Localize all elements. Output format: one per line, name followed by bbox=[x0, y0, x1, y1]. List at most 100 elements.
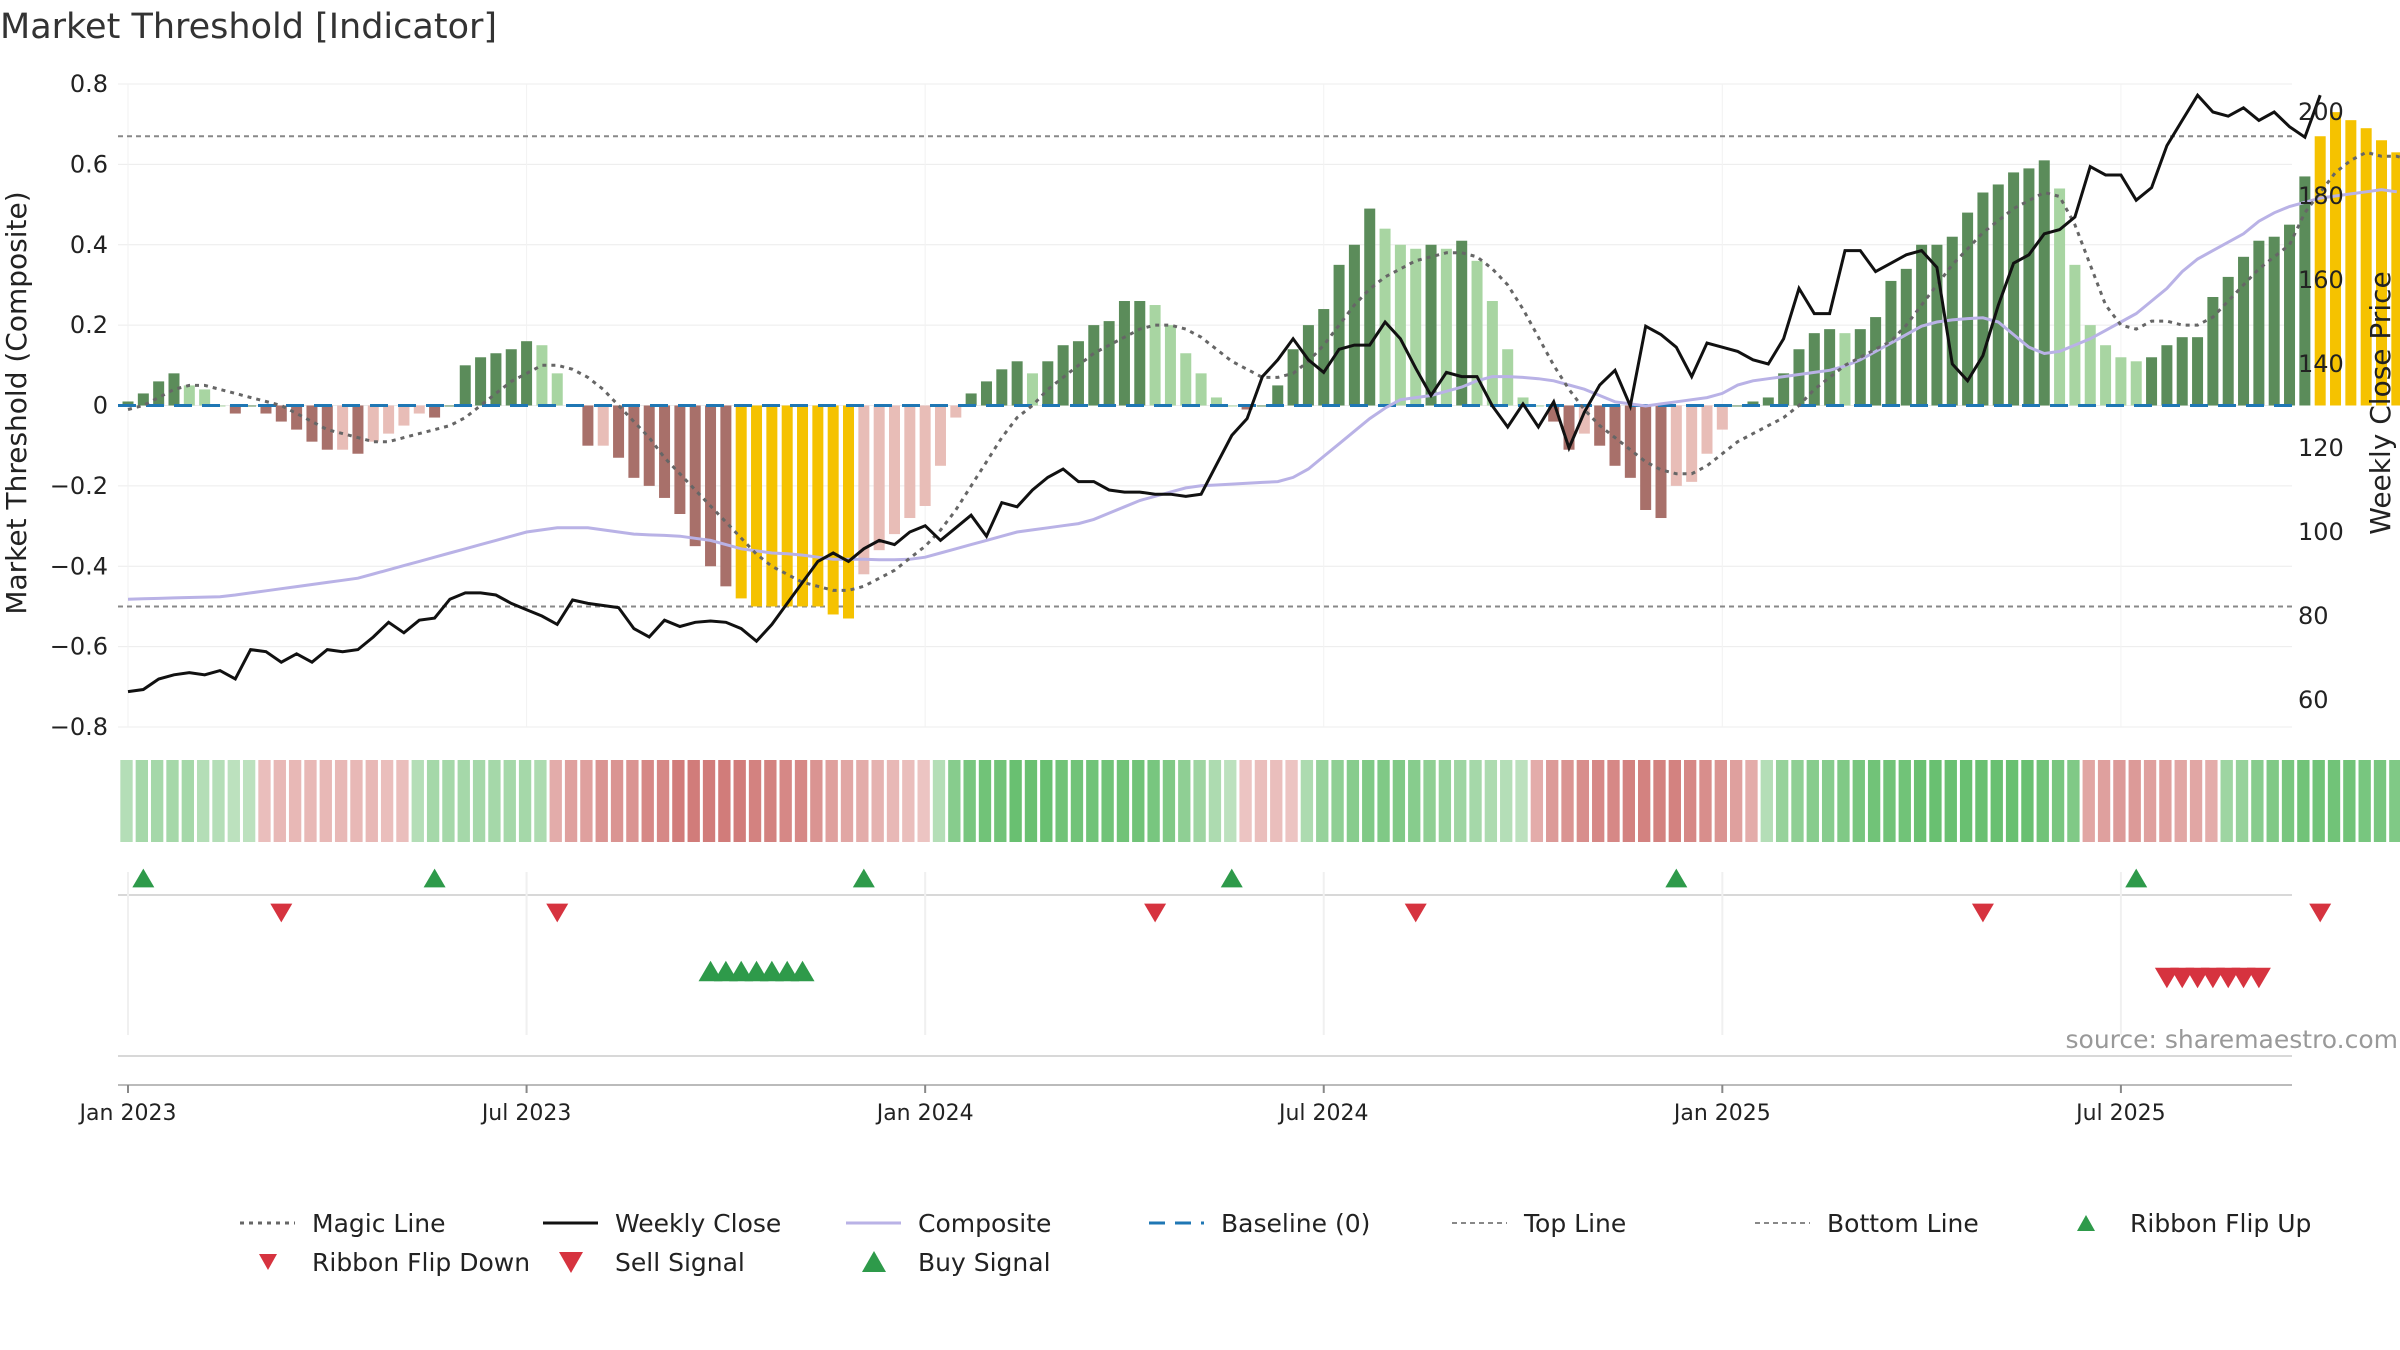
ribbon-cell bbox=[1178, 760, 1191, 842]
ribbon-cell bbox=[534, 760, 547, 842]
composite-bar bbox=[2360, 128, 2372, 406]
y-axis-left: 0.8 0.6 0.4 0.2 0 −0.2 −0.4 −0.6 −0.8 bbox=[50, 70, 108, 741]
composite-bar bbox=[1272, 385, 1284, 406]
chart-title: Market Threshold [Indicator] bbox=[0, 7, 497, 47]
composite-bar bbox=[413, 405, 425, 414]
sell-signal-marker bbox=[2200, 967, 2225, 989]
composite-bar bbox=[168, 373, 180, 406]
composite-bar bbox=[1164, 325, 1176, 406]
legend-item: Ribbon Flip Down bbox=[259, 1248, 530, 1277]
ribbon-cell bbox=[1898, 760, 1911, 842]
x-tick-label: Jan 2024 bbox=[875, 1101, 974, 1126]
ribbon-flip-down-marker bbox=[270, 903, 293, 923]
y-tick-left: −0.8 bbox=[50, 713, 108, 741]
composite-bar bbox=[1410, 248, 1422, 406]
ribbon-cell bbox=[1806, 760, 1819, 842]
ribbon-cell bbox=[810, 760, 823, 842]
ribbon-cell bbox=[1346, 760, 1360, 842]
legend-item: Composite bbox=[846, 1209, 1051, 1238]
ribbon-cell bbox=[426, 760, 440, 842]
ribbon-flip-up-marker bbox=[1665, 868, 1688, 888]
composite-bar bbox=[1241, 405, 1253, 410]
composite-bar bbox=[1931, 244, 1943, 406]
ribbon-cell bbox=[902, 760, 915, 842]
y-axis-right: 200 180 160 140 120 100 80 60 bbox=[2298, 98, 2344, 714]
legend-label: Baseline (0) bbox=[1221, 1209, 1370, 1238]
composite-bar bbox=[735, 405, 747, 599]
composite-bar bbox=[2268, 236, 2280, 406]
ribbon-cell bbox=[2358, 760, 2371, 842]
composite-bar bbox=[352, 405, 364, 454]
weekly-close-line bbox=[127, 92, 2322, 694]
ribbon-flip-down-marker bbox=[546, 903, 569, 923]
composite-bar bbox=[1149, 305, 1161, 406]
x-tick-label: Jul 2023 bbox=[480, 1101, 572, 1126]
composite-bar bbox=[1624, 405, 1636, 478]
composite-bar bbox=[950, 405, 962, 418]
composite-bar bbox=[1118, 301, 1130, 406]
composite-bar bbox=[1486, 301, 1498, 406]
ribbon-cell bbox=[304, 760, 317, 842]
sell-signal-marker bbox=[2154, 967, 2179, 989]
composite-bar bbox=[475, 357, 487, 406]
ribbon-flip-down-marker bbox=[1404, 903, 1427, 923]
ribbon-cell bbox=[1929, 760, 1942, 842]
y-tick-right: 180 bbox=[2298, 182, 2344, 210]
ribbon-cell bbox=[258, 760, 271, 842]
ribbon-cell bbox=[319, 760, 332, 842]
ribbon-cell bbox=[856, 760, 869, 842]
ribbon-cell bbox=[1254, 760, 1268, 842]
x-tick-label: Jul 2024 bbox=[1277, 1101, 1369, 1126]
composite-bar bbox=[643, 405, 655, 486]
legend-item: Baseline (0) bbox=[1149, 1209, 1370, 1238]
legend-label: Bottom Line bbox=[1827, 1209, 1979, 1238]
ribbon-cell bbox=[2159, 760, 2172, 842]
sell-signal-marker bbox=[2185, 967, 2210, 989]
composite-bar bbox=[689, 405, 701, 547]
y-tick-left: −0.6 bbox=[50, 633, 108, 661]
ribbon-cell bbox=[2021, 760, 2034, 842]
composite-bar bbox=[2284, 224, 2296, 406]
ribbon-cell bbox=[840, 760, 854, 842]
composite-bar bbox=[459, 365, 471, 406]
legend-item: Magic Line bbox=[240, 1209, 446, 1238]
ribbon-cell bbox=[978, 760, 992, 842]
buy-signal-marker bbox=[744, 960, 769, 982]
ribbon-cell bbox=[212, 760, 225, 842]
composite-bar bbox=[1256, 405, 1268, 407]
composite-bar bbox=[659, 405, 671, 498]
y-tick-left: 0.8 bbox=[70, 70, 108, 98]
composite-bar bbox=[751, 405, 763, 607]
composite-bar bbox=[1318, 309, 1330, 406]
ribbon-cell bbox=[1040, 760, 1053, 842]
ribbon-cell bbox=[365, 760, 378, 842]
ribbon-cell bbox=[2327, 760, 2341, 842]
y-tick-right: 120 bbox=[2298, 434, 2344, 462]
legend: Magic Line Weekly Close Composite Baseline … bbox=[240, 1209, 2311, 1277]
ribbon-cell bbox=[1331, 760, 1344, 842]
ribbon-cell bbox=[1653, 760, 1666, 842]
buy-signal-marker bbox=[759, 960, 784, 982]
composite-bar bbox=[306, 405, 318, 442]
ribbon-cell bbox=[273, 760, 286, 842]
ribbon-cell bbox=[595, 760, 608, 842]
ribbon-cell bbox=[196, 760, 210, 842]
ribbon-cell bbox=[1055, 760, 1068, 842]
ribbon-flip-up-marker bbox=[2125, 868, 2148, 888]
ribbon-cell bbox=[2051, 760, 2065, 842]
ribbon-cell bbox=[227, 760, 240, 842]
ribbon-cell bbox=[687, 760, 700, 842]
composite-bar bbox=[1808, 333, 1820, 406]
ribbon-cell bbox=[2067, 760, 2080, 842]
composite-bar bbox=[260, 405, 272, 414]
ribbon-cell bbox=[1515, 760, 1528, 842]
x-tick-label: Jul 2025 bbox=[2074, 1101, 2166, 1126]
ribbon-cell bbox=[2343, 760, 2356, 842]
composite-bar bbox=[628, 405, 640, 478]
composite-bar bbox=[153, 381, 165, 406]
legend-swatch bbox=[862, 1251, 886, 1272]
composite-bar bbox=[1026, 373, 1038, 406]
x-axis: Jan 2023 Jul 2023 Jan 2024 Jul 2024 Jan 2025… bbox=[78, 1085, 2166, 1126]
legend-item: Buy Signal bbox=[862, 1248, 1051, 1277]
ribbon-cell bbox=[871, 760, 884, 842]
